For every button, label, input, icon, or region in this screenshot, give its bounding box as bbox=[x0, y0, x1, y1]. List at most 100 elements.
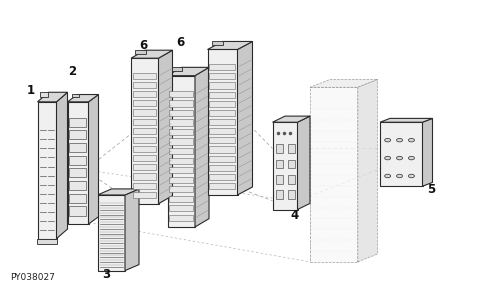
Polygon shape bbox=[56, 92, 68, 239]
Bar bbox=[210, 110, 235, 116]
Polygon shape bbox=[208, 42, 252, 49]
Circle shape bbox=[408, 174, 414, 178]
Polygon shape bbox=[168, 67, 209, 76]
Polygon shape bbox=[98, 189, 139, 195]
Circle shape bbox=[408, 139, 414, 142]
Bar bbox=[40, 92, 48, 97]
Bar bbox=[169, 196, 193, 202]
Bar bbox=[72, 94, 79, 97]
Bar bbox=[132, 128, 156, 134]
Bar bbox=[276, 190, 283, 199]
Bar bbox=[69, 118, 86, 127]
Bar bbox=[69, 181, 86, 190]
Bar bbox=[210, 128, 235, 134]
Bar bbox=[132, 155, 156, 161]
Polygon shape bbox=[125, 189, 139, 271]
Bar bbox=[276, 160, 283, 168]
Bar bbox=[288, 175, 294, 184]
Bar bbox=[132, 146, 156, 152]
Bar bbox=[210, 174, 235, 180]
Bar bbox=[38, 102, 56, 239]
Polygon shape bbox=[68, 95, 98, 102]
Circle shape bbox=[384, 174, 390, 178]
Bar bbox=[169, 139, 193, 145]
Bar bbox=[210, 82, 235, 88]
Bar bbox=[169, 100, 193, 107]
Bar bbox=[210, 92, 235, 98]
Text: 6: 6 bbox=[176, 36, 184, 49]
Bar bbox=[69, 168, 86, 178]
Polygon shape bbox=[88, 95, 99, 224]
Bar bbox=[210, 146, 235, 152]
Bar bbox=[212, 41, 224, 45]
Text: 5: 5 bbox=[427, 183, 435, 196]
Polygon shape bbox=[131, 50, 172, 58]
Bar bbox=[210, 73, 235, 79]
Bar bbox=[208, 49, 238, 195]
Bar bbox=[132, 173, 156, 180]
Bar bbox=[169, 186, 193, 192]
Bar bbox=[380, 122, 422, 186]
Bar bbox=[132, 119, 156, 125]
Text: 4: 4 bbox=[291, 210, 299, 222]
Bar bbox=[276, 144, 283, 153]
Bar bbox=[69, 130, 86, 139]
Bar bbox=[210, 119, 235, 125]
Circle shape bbox=[384, 139, 390, 142]
Bar bbox=[210, 165, 235, 171]
Bar bbox=[169, 129, 193, 135]
Bar bbox=[169, 91, 193, 97]
Polygon shape bbox=[272, 116, 310, 122]
Polygon shape bbox=[422, 118, 432, 186]
Bar bbox=[132, 183, 156, 189]
Bar bbox=[69, 156, 86, 165]
Bar bbox=[135, 50, 145, 54]
Text: 3: 3 bbox=[102, 269, 110, 281]
Bar bbox=[98, 195, 125, 271]
Bar bbox=[169, 214, 193, 221]
Bar bbox=[69, 143, 86, 152]
Circle shape bbox=[408, 156, 414, 160]
Bar bbox=[169, 120, 193, 126]
Bar bbox=[210, 137, 235, 143]
Bar bbox=[210, 156, 235, 162]
Bar bbox=[169, 177, 193, 183]
Bar bbox=[276, 175, 283, 184]
Bar bbox=[132, 137, 156, 143]
Bar bbox=[168, 76, 195, 227]
Text: 1: 1 bbox=[27, 84, 35, 97]
Circle shape bbox=[396, 139, 402, 142]
Circle shape bbox=[396, 156, 402, 160]
Polygon shape bbox=[298, 116, 310, 210]
Bar bbox=[169, 205, 193, 212]
Bar bbox=[210, 64, 235, 70]
Polygon shape bbox=[238, 42, 252, 195]
Bar bbox=[132, 91, 156, 97]
Circle shape bbox=[384, 156, 390, 160]
Text: PY038027: PY038027 bbox=[10, 273, 55, 282]
Bar bbox=[272, 122, 297, 210]
Bar bbox=[132, 82, 156, 88]
Bar bbox=[310, 87, 358, 262]
Bar bbox=[210, 183, 235, 189]
Bar bbox=[132, 109, 156, 116]
Bar bbox=[36, 239, 58, 244]
Bar bbox=[69, 194, 86, 203]
Bar bbox=[132, 192, 156, 198]
Text: 2: 2 bbox=[68, 65, 76, 78]
Bar bbox=[288, 160, 294, 168]
Bar bbox=[210, 101, 235, 107]
Circle shape bbox=[396, 174, 402, 178]
Bar bbox=[169, 110, 193, 116]
Bar bbox=[69, 206, 86, 216]
Bar bbox=[288, 144, 294, 153]
Polygon shape bbox=[310, 79, 378, 87]
Bar bbox=[169, 148, 193, 154]
Bar bbox=[132, 164, 156, 171]
Bar bbox=[288, 190, 294, 199]
Polygon shape bbox=[380, 118, 432, 122]
Bar bbox=[68, 102, 88, 224]
Polygon shape bbox=[38, 92, 68, 102]
Text: 6: 6 bbox=[140, 40, 147, 52]
Polygon shape bbox=[158, 50, 172, 204]
